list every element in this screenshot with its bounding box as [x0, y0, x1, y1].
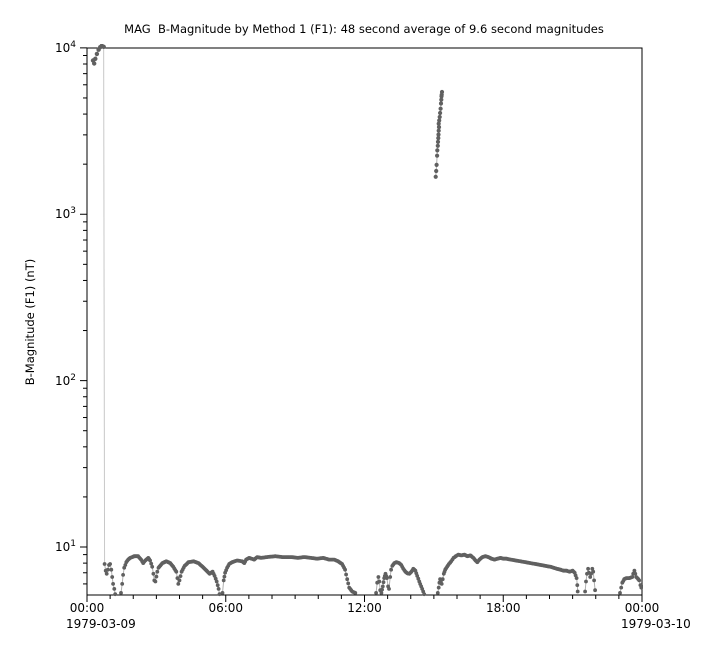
band-15h-21h-markers — [435, 552, 580, 595]
band-00h-01h-markers — [102, 562, 118, 597]
x-axis-ticks — [86, 595, 643, 602]
band-01h-06h-markers — [119, 554, 222, 597]
x-date-label: 1979-03-09 — [66, 617, 136, 631]
x-tick-label: 12:00 — [347, 601, 382, 615]
band-12h-14h35-markers — [374, 560, 427, 597]
band-23h-24h-markers — [618, 568, 643, 595]
start-spike-markers — [90, 44, 106, 66]
band-06h-12h-markers — [220, 554, 358, 595]
y-tick-label: 101 — [54, 538, 76, 554]
y-tick-label: 102 — [54, 372, 76, 388]
band-21h30-22h-markers — [583, 566, 597, 594]
chart-title: MAG B-Magnitude by Method 1 (F1): 48 sec… — [124, 22, 604, 36]
x-tick-label: 00:00 — [624, 601, 660, 615]
y-tick-label: 104 — [54, 39, 76, 55]
x-tick-label: 06:00 — [208, 601, 244, 615]
axis-frame — [86, 47, 643, 596]
midday-cluster-markers — [433, 89, 445, 179]
spike-to-band-line — [103, 46, 106, 565]
x-tick-label: 18:00 — [485, 601, 521, 615]
y-tick-label: 103 — [54, 206, 76, 222]
y-axis-ticks — [80, 47, 87, 585]
x-date-label: 1979-03-10 — [621, 617, 691, 631]
data-series — [90, 44, 643, 597]
x-tick-label: 00:00 — [69, 601, 105, 615]
